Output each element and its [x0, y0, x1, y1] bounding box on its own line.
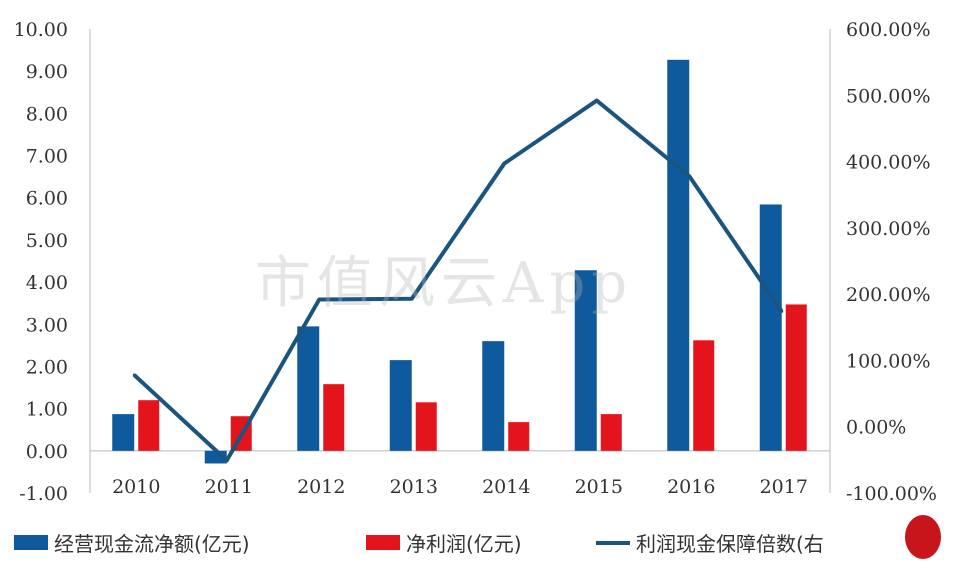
bar-net-profit	[415, 402, 437, 451]
right-tick-label: 300.00%	[846, 218, 931, 240]
right-tick-label: 500.00%	[846, 85, 931, 107]
x-tick-label: 2015	[575, 476, 623, 498]
legend-item-cashflow: 经营现金流净额(亿元)	[14, 528, 250, 557]
line-point	[595, 99, 599, 103]
line-point	[225, 459, 229, 463]
legend-swatch-red	[366, 535, 400, 550]
x-tick-label: 2014	[482, 476, 530, 498]
left-tick-label: 7.00	[26, 146, 68, 168]
bar-cashflow	[482, 341, 505, 451]
bar-cashflow	[389, 360, 412, 451]
bar-net-profit	[323, 384, 345, 451]
legend-item-profit: 净利润(亿元)	[366, 528, 522, 557]
legend-label: 利润现金保障倍数(右	[636, 532, 824, 556]
line-point	[132, 373, 136, 377]
bar-net-profit	[600, 414, 622, 451]
right-tick-label: 400.00%	[846, 152, 931, 174]
legend-label: 净利润(亿元)	[406, 532, 522, 556]
right-tick-label: 100.00%	[846, 350, 931, 372]
right-tick-label: -100.00%	[846, 483, 937, 505]
bar-net-profit	[693, 340, 715, 451]
left-tick-label: 10.00	[14, 19, 68, 41]
legend: 经营现金流净额(亿元) 净利润(亿元) 利润现金保障倍数(右	[0, 528, 958, 562]
bar-net-profit	[138, 400, 160, 451]
line-point	[780, 309, 784, 313]
x-tick-label: 2011	[205, 476, 253, 498]
line-point	[317, 297, 321, 301]
left-tick-label: 2.00	[26, 356, 68, 378]
legend-line	[596, 540, 630, 545]
right-tick-label: 0.00%	[846, 417, 906, 439]
left-tick-label: 4.00	[26, 272, 68, 294]
left-tick-label: -1.00	[19, 483, 68, 505]
bar-net-profit	[508, 422, 530, 451]
left-tick-label: 0.00	[26, 441, 68, 463]
bar-net-profit	[785, 304, 807, 451]
left-tick-label: 5.00	[26, 230, 68, 252]
x-tick-label: 2012	[297, 476, 345, 498]
line-point	[687, 174, 691, 178]
left-tick-label: 6.00	[26, 188, 68, 210]
left-tick-label: 3.00	[26, 314, 68, 336]
right-tick-label: 200.00%	[846, 284, 931, 306]
bar-cashflow	[297, 326, 320, 451]
watermark: 市值风云App	[255, 251, 634, 316]
left-tick-label: 9.00	[26, 61, 68, 83]
x-tick-label: 2016	[667, 476, 715, 498]
bar-cashflow	[574, 270, 597, 451]
legend-item-ratio: 利润现金保障倍数(右	[596, 528, 824, 557]
line-point	[410, 297, 414, 301]
bar-cashflow	[667, 59, 690, 451]
logo-seal	[905, 515, 941, 559]
legend-label: 经营现金流净额(亿元)	[54, 532, 250, 556]
x-tick-label: 2017	[760, 476, 808, 498]
left-tick-label: 8.00	[26, 103, 68, 125]
x-tick-label: 2013	[390, 476, 438, 498]
legend-swatch-blue	[14, 535, 48, 550]
line-point	[502, 162, 506, 166]
bar-cashflow	[759, 204, 782, 451]
right-tick-label: 600.00%	[846, 19, 931, 41]
bar-cashflow	[112, 414, 135, 451]
x-tick-label: 2010	[112, 476, 160, 498]
left-tick-label: 1.00	[26, 399, 68, 421]
line-ratio	[132, 98, 784, 463]
